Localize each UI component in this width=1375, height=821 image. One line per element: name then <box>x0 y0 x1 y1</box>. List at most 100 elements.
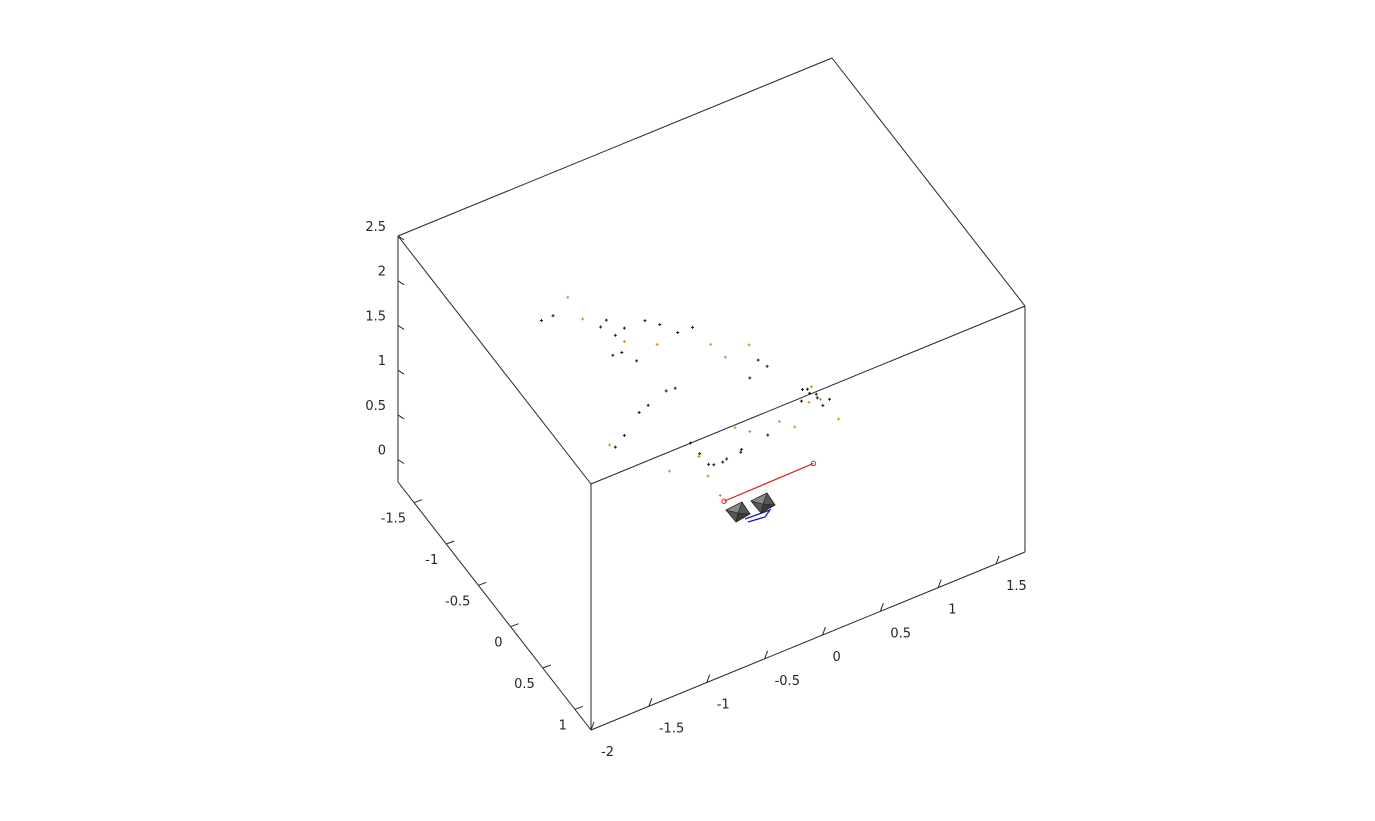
point-marker <box>733 426 737 430</box>
point-marker <box>655 342 659 346</box>
point-marker <box>613 333 617 337</box>
point-marker <box>723 355 727 359</box>
point-marker <box>622 326 626 330</box>
box-edge-0 <box>590 551 1026 731</box>
y-tick-label: -0.5 <box>445 594 470 609</box>
point-marker <box>620 351 624 355</box>
axes-box <box>397 57 1026 731</box>
point-marker <box>793 425 797 429</box>
box-edge-6 <box>397 235 592 485</box>
point-marker <box>748 430 752 434</box>
point-marker <box>712 463 716 467</box>
point-marker <box>646 403 650 407</box>
point-marker <box>777 419 781 423</box>
x-tick-label: -2 <box>601 745 614 760</box>
z-tick-mark <box>397 414 405 420</box>
point-marker <box>756 358 760 362</box>
y-tick-label: 1 <box>559 718 567 733</box>
y-tick-mark <box>542 664 551 669</box>
point-marker <box>637 410 641 414</box>
camera-baseline <box>744 508 772 523</box>
y-tick-mark <box>510 623 519 628</box>
point-marker <box>706 474 710 478</box>
point-marker <box>748 376 752 380</box>
z-tick-label: 1 <box>378 354 386 369</box>
z-tick-label: 1.5 <box>365 309 386 324</box>
point-marker <box>667 469 671 473</box>
point-marker <box>721 460 725 464</box>
point-marker <box>807 400 811 404</box>
z-tick-mark <box>397 235 405 241</box>
trajectory-line <box>723 462 814 502</box>
camera-2 <box>750 492 776 514</box>
point-marker <box>747 343 751 347</box>
y-tick-labels: -1.5 -1 -0.5 0 0.5 1 <box>381 512 567 734</box>
point-marker <box>689 441 693 445</box>
point-marker <box>551 314 555 318</box>
point-marker <box>814 392 818 396</box>
point-marker <box>613 445 617 449</box>
box-edge-5 <box>590 305 1026 485</box>
z-tick-label: 2 <box>378 265 386 280</box>
x-tick-label: 1 <box>948 603 956 618</box>
point-marker <box>673 386 677 390</box>
trajectory-node <box>810 460 817 467</box>
point-marker <box>808 391 812 395</box>
point-marker <box>805 387 809 391</box>
x-tick-label: -0.5 <box>775 674 800 689</box>
trajectory-node <box>721 498 727 504</box>
z-tick-labels: 0 0.5 1 1.5 2 2.5 <box>365 220 386 459</box>
y-tick-mark <box>478 581 487 586</box>
point-marker <box>622 433 626 437</box>
y-tick-mark <box>413 499 423 504</box>
point-marker <box>676 331 680 335</box>
z-tick-label: 0 <box>378 444 386 459</box>
x-tick-mark <box>764 650 769 659</box>
z-tick-mark <box>397 459 405 465</box>
y-tick-label: -1.5 <box>381 512 406 527</box>
y-tick-mark <box>574 705 584 710</box>
point-marker <box>821 404 825 408</box>
point-marker <box>801 388 805 392</box>
y-tick-label: 0 <box>494 636 502 651</box>
point-marker <box>810 385 814 389</box>
point-marker <box>828 397 832 401</box>
y-tick-label: 0.5 <box>514 677 535 692</box>
camera-models <box>725 492 776 523</box>
point-marker <box>658 323 662 327</box>
point-marker <box>815 396 819 400</box>
x-tick-label: -1.5 <box>659 721 684 736</box>
x-tick-label: -1 <box>717 698 730 713</box>
x-tick-label: 1.5 <box>1006 579 1027 594</box>
point-marker <box>765 364 769 368</box>
box-edge-7 <box>831 57 1026 307</box>
x-tick-labels: -2 -1.5 -1 -0.5 0 0.5 1 1.5 <box>601 579 1027 760</box>
point-marker <box>635 359 639 363</box>
axes-ticks <box>397 235 1000 731</box>
point-marker <box>604 318 608 322</box>
point-marker <box>539 318 543 322</box>
x-tick-label: 0.5 <box>890 626 911 641</box>
x-tick-mark <box>648 698 653 707</box>
point-marker <box>608 443 612 447</box>
z-tick-mark <box>397 280 405 286</box>
point-marker <box>643 319 647 323</box>
camera-1 <box>725 501 751 523</box>
point-marker <box>566 295 570 299</box>
z-tick-label: 2.5 <box>365 220 386 235</box>
point-marker <box>725 457 729 461</box>
point-marker <box>739 447 743 451</box>
point-marker <box>707 462 711 466</box>
y-tick-mark <box>446 540 455 545</box>
x-tick-mark <box>821 626 826 636</box>
box-edge-8 <box>397 57 833 237</box>
point-marker <box>709 342 713 346</box>
point-marker <box>739 450 743 454</box>
box-edge-1 <box>397 481 592 731</box>
z-tick-mark <box>397 325 405 330</box>
x-tick-label: 0 <box>832 650 840 665</box>
point-marker <box>664 389 668 393</box>
camera-trajectory <box>721 460 817 504</box>
point-marker <box>611 353 615 357</box>
x-tick-mark <box>937 579 942 588</box>
